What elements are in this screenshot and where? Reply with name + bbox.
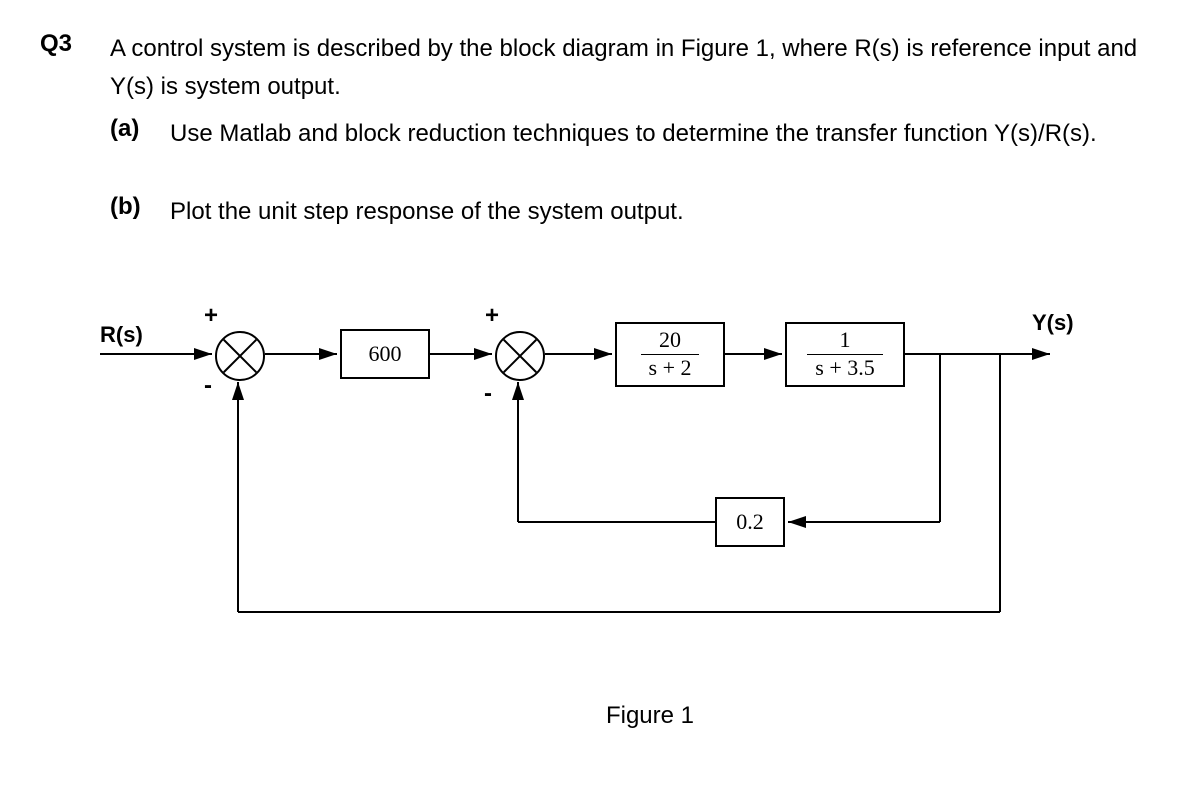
tf2-block: 1 s + 3.5 [785,322,905,387]
sum2-minus-sign: - [484,380,492,408]
question-intro: A control system is described by the blo… [110,30,1160,107]
part-b-text: Plot the unit step response of the syste… [170,193,684,231]
tf2-denominator: s + 3.5 [807,355,882,381]
output-label: Y(s) [1032,310,1074,336]
tf1-block: 20 s + 2 [615,322,725,387]
sum-junction-1 [215,331,265,381]
part-a-text: Use Matlab and block reduction technique… [170,115,1097,153]
sum1-plus-sign: + [204,302,218,330]
tf2-numerator: 1 [807,327,882,354]
gain-02-value: 0.2 [736,509,764,535]
sum1-minus-sign: - [204,372,212,400]
sum2-plus-sign: + [485,302,499,330]
diagram-connections [40,292,1140,692]
gain-02-block: 0.2 [715,497,785,547]
sum-junction-2 [495,331,545,381]
gain-600-value: 600 [369,341,402,367]
question-label: Q3 [40,30,110,58]
part-b-label: (b) [110,193,170,231]
tf1-numerator: 20 [641,327,700,354]
figure-caption: Figure 1 [40,702,1160,730]
block-diagram: R(s) Y(s) + - + - 600 20 s + 2 1 s + 3.5… [40,292,1140,692]
part-a-label: (a) [110,115,170,153]
tf1-denominator: s + 2 [641,355,700,381]
gain-600-block: 600 [340,329,430,379]
input-label: R(s) [100,322,143,348]
